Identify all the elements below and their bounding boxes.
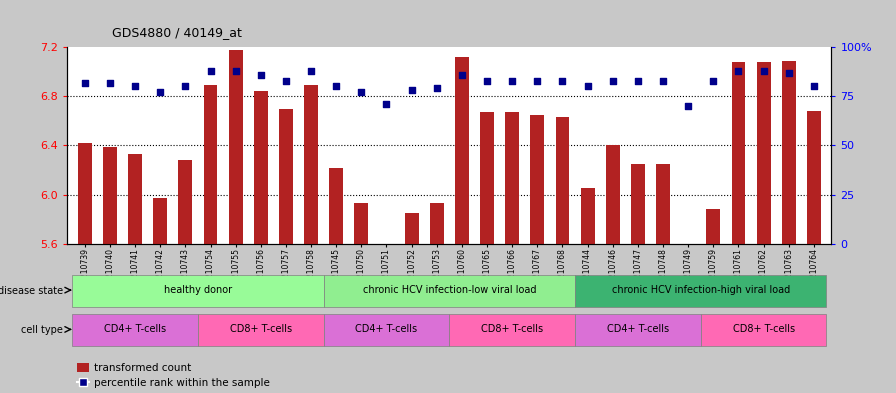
Point <box>354 89 368 95</box>
Point <box>279 77 293 84</box>
Text: CD8+ T-cells: CD8+ T-cells <box>229 324 292 334</box>
Bar <box>556 117 569 244</box>
Text: chronic HCV infection-high viral load: chronic HCV infection-high viral load <box>612 285 790 295</box>
Point <box>304 68 318 74</box>
Bar <box>480 112 494 244</box>
Point <box>681 103 695 109</box>
Legend: transformed count, percentile rank within the sample: transformed count, percentile rank withi… <box>73 359 274 393</box>
Bar <box>103 147 116 244</box>
Point <box>756 68 771 74</box>
Point <box>631 77 645 84</box>
Bar <box>228 50 243 244</box>
Bar <box>355 203 368 244</box>
Text: CD4+ T-cells: CD4+ T-cells <box>104 324 166 334</box>
Bar <box>807 111 821 244</box>
Point <box>228 68 243 74</box>
Bar <box>304 85 318 244</box>
Point <box>480 77 495 84</box>
Text: CD4+ T-cells: CD4+ T-cells <box>356 324 418 334</box>
Point <box>581 83 595 90</box>
Bar <box>430 203 444 244</box>
Bar <box>581 188 595 244</box>
Bar <box>505 112 519 244</box>
Bar <box>330 167 343 244</box>
Point <box>656 77 670 84</box>
Bar <box>380 244 393 249</box>
Bar <box>153 198 168 244</box>
Point <box>806 83 821 90</box>
Bar <box>323 314 450 346</box>
Point <box>731 68 745 74</box>
Point <box>455 72 470 78</box>
Bar <box>73 314 198 346</box>
Bar <box>530 115 544 244</box>
Bar <box>198 314 323 346</box>
Point <box>379 101 393 107</box>
Text: CD8+ T-cells: CD8+ T-cells <box>481 324 543 334</box>
Point <box>103 79 117 86</box>
Text: CD4+ T-cells: CD4+ T-cells <box>607 324 669 334</box>
Text: chronic HCV infection-low viral load: chronic HCV infection-low viral load <box>363 285 536 295</box>
Point <box>606 77 620 84</box>
Bar <box>575 275 826 307</box>
Text: GDS4880 / 40149_at: GDS4880 / 40149_at <box>112 26 242 39</box>
Bar <box>323 275 575 307</box>
Bar <box>706 209 720 244</box>
Bar <box>782 61 796 244</box>
Bar <box>203 85 218 244</box>
Text: CD8+ T-cells: CD8+ T-cells <box>733 324 795 334</box>
Point <box>505 77 520 84</box>
Bar <box>128 154 142 244</box>
Point <box>78 79 92 86</box>
Text: disease state: disease state <box>0 286 63 296</box>
Bar <box>656 164 670 244</box>
Point <box>781 70 796 76</box>
Point <box>404 87 418 94</box>
Point <box>556 77 570 84</box>
Text: healthy donor: healthy donor <box>164 285 232 295</box>
Point <box>178 83 193 90</box>
Bar <box>575 314 701 346</box>
Bar <box>254 92 268 244</box>
Bar <box>455 57 469 244</box>
Point <box>153 89 168 95</box>
Bar <box>279 108 293 244</box>
Bar <box>757 62 771 244</box>
Point <box>530 77 545 84</box>
Bar <box>450 314 575 346</box>
Point <box>329 83 343 90</box>
Bar <box>731 62 745 244</box>
Text: cell type: cell type <box>21 325 63 335</box>
Bar <box>178 160 193 244</box>
Point <box>429 85 444 92</box>
Bar <box>78 143 91 244</box>
Bar <box>631 164 645 244</box>
Bar <box>405 213 418 244</box>
Point <box>128 83 142 90</box>
Bar <box>73 275 323 307</box>
Bar <box>701 314 826 346</box>
Point <box>706 77 720 84</box>
Point <box>203 68 218 74</box>
Point <box>254 72 268 78</box>
Bar <box>606 145 620 244</box>
